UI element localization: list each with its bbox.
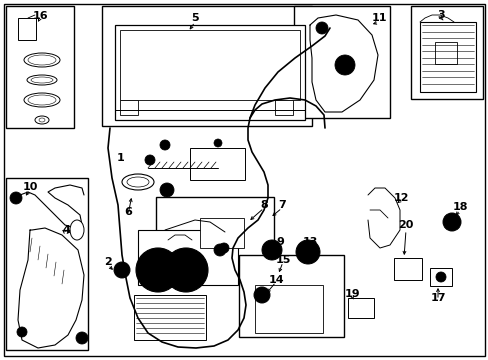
Text: 10: 10 [22,182,38,192]
Text: 9: 9 [276,237,284,247]
Circle shape [163,248,207,292]
Circle shape [301,245,314,259]
Text: 5: 5 [191,13,199,23]
Bar [6,178,88,350]
Circle shape [446,217,456,227]
Ellipse shape [28,55,56,65]
Ellipse shape [127,177,149,187]
Bar [120,100,138,115]
Text: 20: 20 [398,220,413,230]
Text: 7: 7 [278,200,285,210]
Bar [102,6,311,126]
Circle shape [435,272,445,282]
Bar [120,30,299,100]
Text: 13: 13 [302,237,317,247]
Circle shape [160,183,174,197]
Ellipse shape [122,174,154,190]
Circle shape [219,243,228,253]
Text: 1: 1 [117,153,124,163]
Text: 19: 19 [344,289,359,299]
Circle shape [143,256,172,284]
Bar [200,218,244,248]
Ellipse shape [35,116,49,124]
Ellipse shape [28,95,56,105]
Bar [239,255,343,337]
Circle shape [214,139,222,147]
Ellipse shape [27,75,57,85]
Text: 8: 8 [260,200,267,210]
Text: 16: 16 [32,11,48,21]
Bar [190,148,244,180]
Ellipse shape [24,93,60,107]
Bar [293,6,389,118]
Text: 11: 11 [370,13,386,23]
Bar [393,258,421,280]
Text: 2: 2 [104,257,112,267]
Circle shape [172,256,200,284]
Text: 4: 4 [62,225,70,235]
Bar [18,18,36,40]
Text: 14: 14 [267,275,283,285]
Bar [156,197,273,270]
Circle shape [295,240,319,264]
Circle shape [334,55,354,75]
Bar [254,285,323,333]
Ellipse shape [70,220,84,240]
Bar [429,268,451,286]
Circle shape [76,332,88,344]
Text: 3: 3 [436,10,444,20]
Bar [419,22,475,92]
Text: 6: 6 [124,207,132,217]
Bar [138,230,238,285]
Circle shape [114,262,130,278]
Text: 18: 18 [451,202,467,212]
Text: 12: 12 [392,193,408,203]
Circle shape [315,22,327,34]
Bar [274,100,292,115]
Bar [115,25,305,120]
Ellipse shape [39,118,45,122]
Ellipse shape [31,77,53,83]
Bar [134,295,205,340]
Bar [410,6,482,99]
Circle shape [265,244,278,256]
Circle shape [17,327,27,337]
Text: 17: 17 [429,293,445,303]
Circle shape [253,287,269,303]
Circle shape [442,213,460,231]
Circle shape [136,248,180,292]
Circle shape [118,266,126,274]
Circle shape [10,192,22,204]
Circle shape [214,244,225,256]
Bar [6,6,74,128]
Text: 15: 15 [275,255,290,265]
Circle shape [160,140,170,150]
Bar [434,42,456,64]
Circle shape [145,155,155,165]
Ellipse shape [24,53,60,67]
Circle shape [262,240,282,260]
Bar [347,298,373,318]
